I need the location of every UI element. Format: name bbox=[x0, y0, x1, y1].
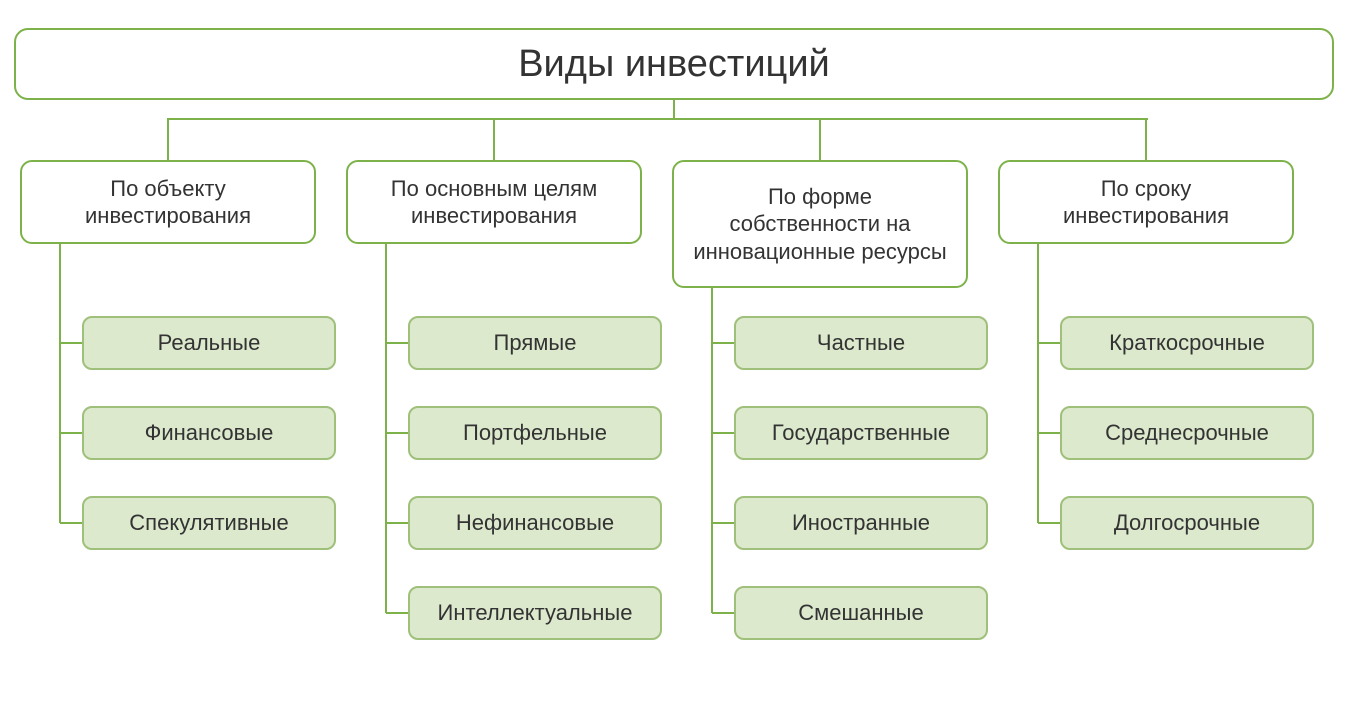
connector bbox=[386, 612, 408, 614]
leaf-node: Долгосрочные bbox=[1060, 496, 1314, 550]
connector bbox=[386, 432, 408, 434]
connector bbox=[59, 244, 61, 523]
leaf-label: Иностранные bbox=[792, 510, 930, 536]
connector bbox=[60, 432, 82, 434]
connector bbox=[819, 118, 821, 160]
category-node: По основным целям инвестирования bbox=[346, 160, 642, 244]
connector bbox=[1038, 342, 1060, 344]
leaf-node: Финансовые bbox=[82, 406, 336, 460]
leaf-label: Частные bbox=[817, 330, 905, 356]
leaf-label: Портфельные bbox=[463, 420, 607, 446]
connector bbox=[60, 342, 82, 344]
connector bbox=[712, 612, 734, 614]
connector bbox=[1145, 118, 1147, 160]
connector bbox=[1038, 432, 1060, 434]
connector bbox=[1038, 522, 1060, 524]
leaf-label: Государственные bbox=[772, 420, 950, 446]
connector bbox=[712, 342, 734, 344]
connector bbox=[167, 118, 169, 160]
leaf-node: Среднесрочные bbox=[1060, 406, 1314, 460]
category-node: По сроку инвестирования bbox=[998, 160, 1294, 244]
leaf-node: Краткосрочные bbox=[1060, 316, 1314, 370]
leaf-node: Нефинансовые bbox=[408, 496, 662, 550]
leaf-node: Смешанные bbox=[734, 586, 988, 640]
leaf-label: Нефинансовые bbox=[456, 510, 614, 536]
leaf-node: Частные bbox=[734, 316, 988, 370]
connector bbox=[712, 432, 734, 434]
connector bbox=[673, 100, 675, 118]
leaf-label: Интеллектуальные bbox=[438, 600, 633, 626]
leaf-label: Спекулятивные bbox=[129, 510, 288, 536]
connector bbox=[711, 288, 713, 613]
leaf-node: Портфельные bbox=[408, 406, 662, 460]
leaf-label: Реальные bbox=[158, 330, 261, 356]
leaf-label: Краткосрочные bbox=[1109, 330, 1265, 356]
leaf-label: Прямые bbox=[494, 330, 577, 356]
category-node: По форме собственности на инновационные … bbox=[672, 160, 968, 288]
connector bbox=[386, 522, 408, 524]
leaf-node: Иностранные bbox=[734, 496, 988, 550]
leaf-label: Смешанные bbox=[798, 600, 923, 626]
root-title: Виды инвестиций bbox=[518, 43, 830, 86]
leaf-node: Государственные bbox=[734, 406, 988, 460]
root-node: Виды инвестиций bbox=[14, 28, 1334, 100]
connector bbox=[385, 244, 387, 613]
leaf-node: Интеллектуальные bbox=[408, 586, 662, 640]
category-title: По объекту инвестирования bbox=[38, 175, 298, 230]
connector bbox=[493, 118, 495, 160]
leaf-node: Прямые bbox=[408, 316, 662, 370]
category-title: По основным целям инвестирования bbox=[364, 175, 624, 230]
leaf-label: Среднесрочные bbox=[1105, 420, 1269, 446]
leaf-label: Долгосрочные bbox=[1114, 510, 1260, 536]
connector bbox=[60, 522, 82, 524]
connector bbox=[712, 522, 734, 524]
leaf-node: Реальные bbox=[82, 316, 336, 370]
category-node: По объекту инвестирования bbox=[20, 160, 316, 244]
leaf-label: Финансовые bbox=[145, 420, 274, 446]
leaf-node: Спекулятивные bbox=[82, 496, 336, 550]
connector bbox=[168, 118, 1148, 120]
diagram-canvas: Виды инвестиций По объекту инвестировани… bbox=[0, 0, 1358, 709]
connector bbox=[386, 342, 408, 344]
category-title: По сроку инвестирования bbox=[1016, 175, 1276, 230]
category-title: По форме собственности на инновационные … bbox=[690, 183, 950, 266]
connector bbox=[1037, 244, 1039, 523]
